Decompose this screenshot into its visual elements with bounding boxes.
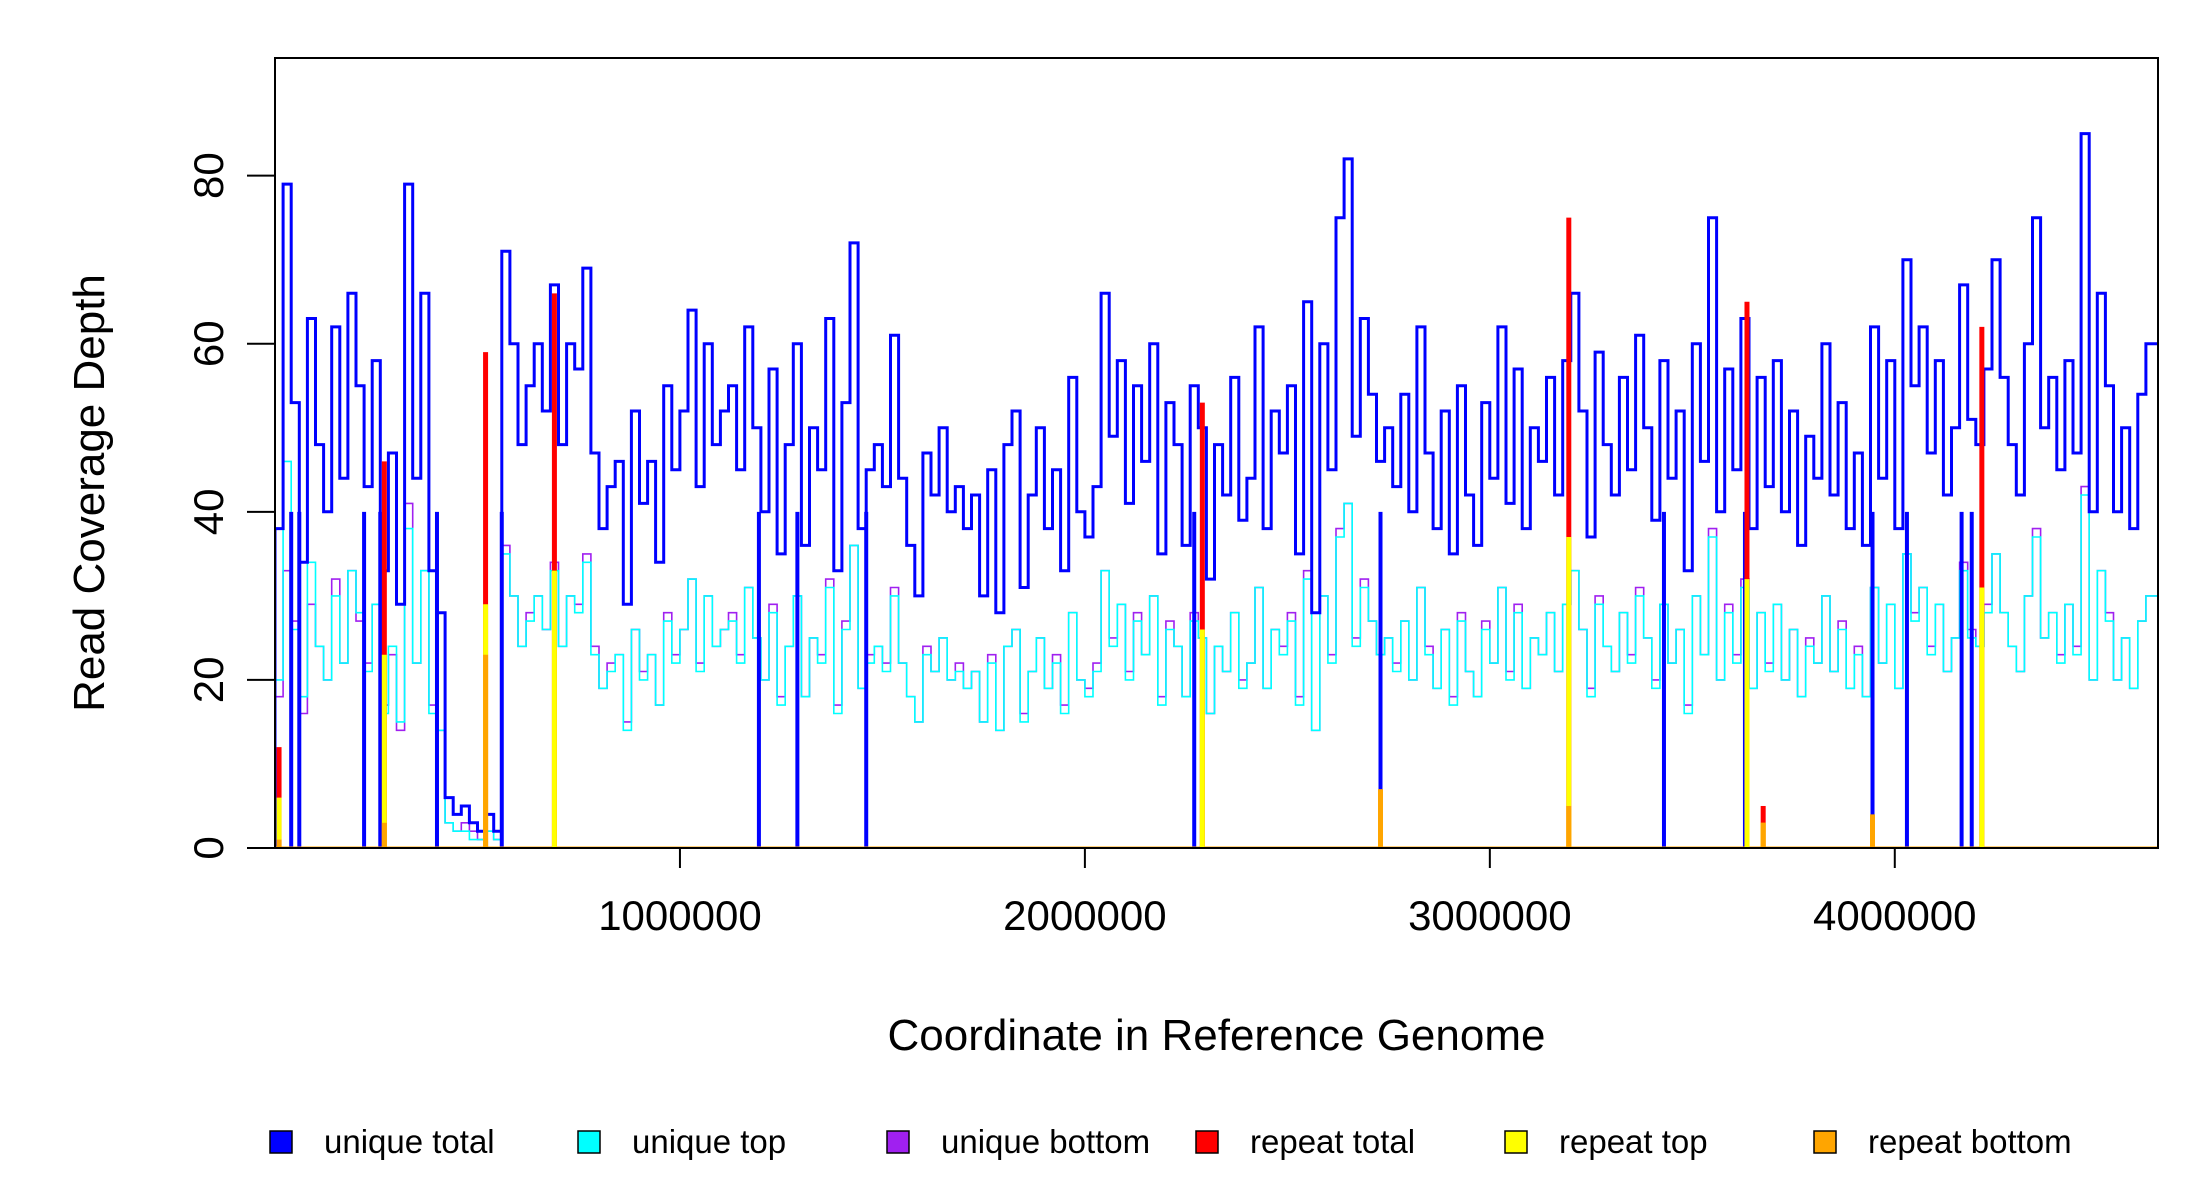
legend-swatch-unique-total [269, 1130, 293, 1154]
x-tick-label: 4000000 [1813, 892, 1977, 939]
plot-frame [274, 57, 2159, 849]
y-tick-label: 0 [185, 836, 232, 859]
x-tick-label: 3000000 [1408, 892, 1572, 939]
y-axis: 0 20 40 60 80 [185, 152, 276, 860]
legend-swatch-repeat-top [1504, 1130, 1528, 1154]
plot-area [275, 132, 2158, 848]
legend-swatch-unique-bottom [886, 1130, 910, 1154]
legend-label-unique-total: unique total [324, 1123, 495, 1160]
legend-swatch-repeat-total [1195, 1130, 1219, 1154]
series-unique-total [275, 132, 2158, 848]
legend-label-repeat-top: repeat top [1559, 1123, 1708, 1160]
legend-swatch-repeat-bottom [1813, 1130, 1837, 1154]
x-tick-label: 1000000 [598, 892, 762, 939]
y-tick-label: 60 [185, 320, 232, 367]
legend: unique total unique top unique bottom repea… [269, 1123, 2072, 1160]
legend-label-repeat-bottom: repeat bottom [1868, 1123, 2072, 1160]
y-tick-label: 20 [185, 657, 232, 704]
legend-swatch-unique-top [577, 1130, 601, 1154]
legend-label-unique-bottom: unique bottom [941, 1123, 1150, 1160]
y-axis-title: Read Coverage Depth [65, 274, 114, 712]
x-tick-label: 2000000 [1003, 892, 1167, 939]
legend-label-unique-top: unique top [632, 1123, 786, 1160]
y-tick-label: 80 [185, 152, 232, 199]
x-axis: 1000000 2000000 3000000 4000000 [598, 848, 1977, 939]
x-axis-title: Coordinate in Reference Genome [888, 1011, 1546, 1060]
series-unique-top [275, 460, 2158, 848]
legend-label-repeat-total: repeat total [1250, 1123, 1415, 1160]
series-unique-bottom [275, 485, 2158, 848]
y-tick-label: 40 [185, 488, 232, 535]
